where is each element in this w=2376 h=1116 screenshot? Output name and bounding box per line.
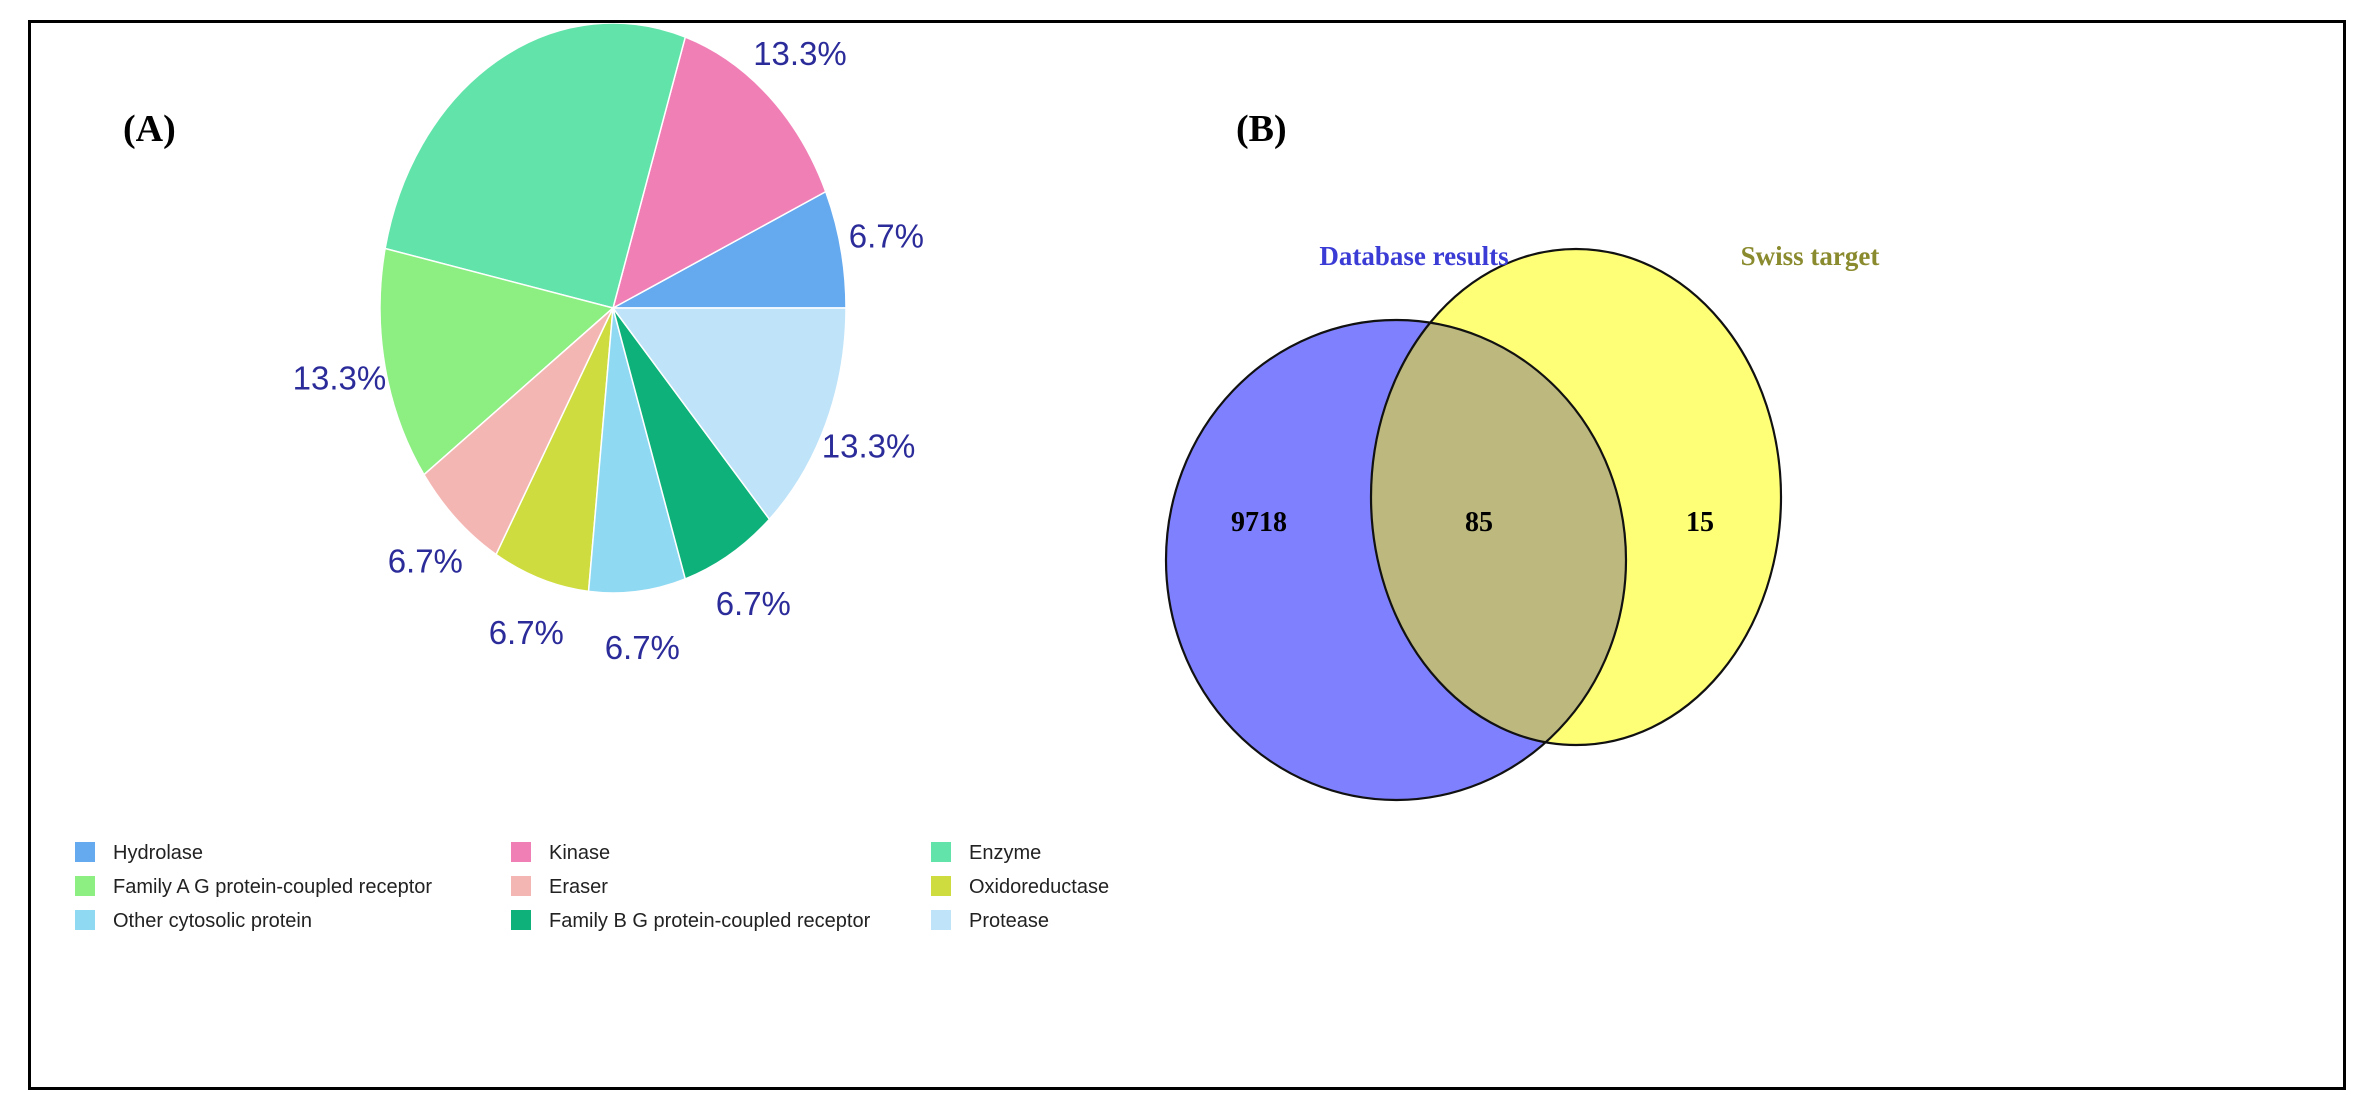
venn-diagram: Database results Swiss target 9718 85 15 (1164, 241, 1880, 802)
pie-slice-eraser (423, 307, 614, 556)
panel-b-label: (B) (1236, 108, 1287, 150)
venn-title-database-results: Database results (1319, 241, 1508, 271)
legend-swatch-protease (931, 910, 951, 930)
venn-outline-database-results (1164, 318, 1628, 802)
pie-slice-protease (611, 307, 847, 521)
pie-slice-family-a-g-protein-coupled-receptor (379, 247, 615, 476)
pie-slice-family-b-g-protein-coupled-receptor (612, 307, 771, 580)
pie-label-other-cytosolic-protein: 6.7% (605, 629, 680, 666)
figure-canvas: (A) (B) 6.7%13.3%26.7%13.3%6.7%6.7%6.7%6… (75, 23, 1880, 932)
pie-chart: 6.7% 13.3% 26.7% 13.3% 6.7% 6.7% 6.7% 6.7% 13.3% (293, 23, 924, 666)
legend-label-enzyme: Enzyme (969, 842, 1041, 864)
pie-label-oxidoreductase: 6.7% (489, 614, 564, 651)
legend-swatch-oxidoreductase (931, 876, 951, 896)
legend-swatch-kinase (511, 842, 531, 862)
legend-swatch-family-b-g-protein-coupled-receptor (511, 910, 531, 930)
panel-a-label: (A) (123, 108, 176, 150)
legend-label-family-a-g-protein-coupled-receptor: Family A G protein-coupled receptor (113, 876, 432, 898)
legend-label-other-cytosolic-protein: Other cytosolic protein (113, 910, 312, 932)
legend-swatch-eraser (511, 876, 531, 896)
pie-label-enzyme: 26.7% (427, 23, 521, 30)
pie-legend: Hydrolase Kinase Enzyme Family A G protein-… (75, 842, 1109, 932)
legend-label-protease: Protease (969, 910, 1049, 932)
pie-label-hydrolase: 6.7% (849, 218, 924, 255)
pie-slice-enzyme (384, 23, 687, 309)
venn-count-intersection: 85 (1465, 507, 1493, 538)
venn-count-swiss-only: 15 (1686, 507, 1714, 538)
pie-slice-hydrolase (612, 190, 847, 309)
legend-swatch-enzyme (931, 842, 951, 862)
venn-outline-swiss-target (1369, 247, 1783, 747)
legend-label-oxidoreductase: Oxidoreductase (969, 876, 1109, 898)
pie-slice-oxidoreductase (495, 307, 614, 593)
pie-label-family-b-g-protein-coupled-receptor: 6.7% (716, 585, 791, 622)
pie-label-eraser: 6.7% (388, 543, 463, 580)
pie-label-protease: 13.3% (822, 428, 916, 465)
legend-swatch-hydrolase (75, 842, 95, 862)
pie-slice-other-cytosolic-protein (587, 307, 687, 594)
pie-slice-kinase (611, 36, 827, 310)
venn-count-database-only: 9718 (1231, 507, 1287, 538)
legend-label-hydrolase: Hydrolase (113, 842, 203, 864)
legend-label-eraser: Eraser (549, 876, 608, 898)
legend-swatch-family-a-g-protein-coupled-receptor (75, 876, 95, 896)
venn-intersection (1371, 320, 1626, 745)
legend-label-kinase: Kinase (549, 842, 610, 864)
pie-label-family-a-g-protein-coupled-receptor: 13.3% (293, 359, 387, 396)
venn-title-swiss-target: Swiss target (1741, 241, 1880, 271)
pie-label-kinase: 13.3% (753, 35, 847, 72)
legend-swatch-other-cytosolic-protein (75, 910, 95, 930)
legend-label-family-b-g-protein-coupled-receptor: Family B G protein-coupled receptor (549, 910, 871, 932)
figure-frame: (A) (B) 6.7%13.3%26.7%13.3%6.7%6.7%6.7%6… (28, 20, 2346, 1090)
